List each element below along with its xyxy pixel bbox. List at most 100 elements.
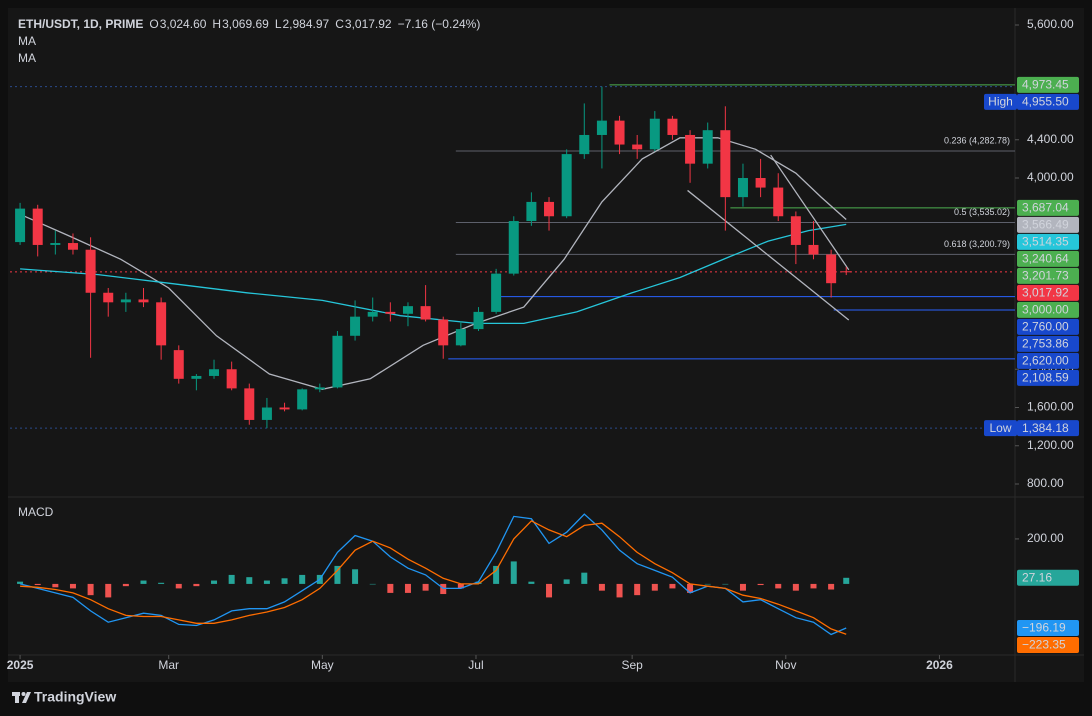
candle [508, 216, 519, 276]
legend-text: ETH/USDT, 1D, PRIME [18, 17, 143, 31]
macd-histogram-bar [810, 583, 817, 589]
macd-histogram-bar [299, 574, 306, 584]
candle [667, 115, 678, 140]
candle-body [402, 306, 413, 314]
candle [314, 383, 325, 393]
moving-average [19, 137, 847, 390]
candle-body [526, 201, 537, 222]
price-label-box [1017, 620, 1079, 637]
candle-body [50, 243, 61, 245]
candle [297, 388, 308, 411]
chart-area [8, 8, 1084, 682]
candle-body [209, 369, 220, 376]
macd-histogram-bar [369, 583, 376, 585]
candle [491, 268, 502, 314]
legend-text: −7.16 (−0.24%) [398, 17, 481, 31]
macd-histogram-bar [704, 583, 711, 585]
price-label: 4,955.50 [1022, 95, 1069, 109]
y-tick-label: 5,600.00 [1027, 17, 1074, 31]
candle-body [244, 388, 255, 420]
x-tick-label: Mar [158, 658, 179, 672]
candle-body [350, 316, 361, 336]
candle-body [702, 130, 713, 164]
macd-histogram-bar [475, 581, 482, 584]
candle-body [314, 387, 325, 390]
candle [596, 86, 607, 169]
x-tick-label: May [311, 658, 334, 672]
candle-body [32, 208, 43, 245]
macd-histogram-bar [122, 583, 129, 587]
x-tick-label: 2026 [926, 658, 953, 672]
price-label: 3,000.00 [1022, 303, 1069, 317]
candle [685, 130, 696, 183]
candle-body [420, 306, 431, 320]
macd-histogram-bar [158, 582, 165, 584]
candle-body [491, 273, 502, 312]
candle [279, 402, 290, 412]
trendline [770, 154, 850, 271]
price-label-box [1017, 569, 1079, 586]
candle-body [841, 271, 852, 273]
macd-histogram-bar [457, 583, 464, 589]
price-label-box [1017, 93, 1079, 110]
macd-histogram-bar [140, 580, 147, 584]
candle [350, 300, 361, 341]
candle [226, 361, 237, 391]
candle-body [667, 118, 678, 135]
macd-histogram-bar [669, 583, 676, 589]
price-label-box [1017, 352, 1079, 369]
price-label: −223.35 [1022, 638, 1066, 652]
macd-histogram-bar [352, 569, 359, 584]
macd-histogram-bar [105, 583, 112, 598]
candle-body [138, 299, 149, 303]
price-label: 3,514.35 [1022, 235, 1069, 249]
macd-histogram-bar [528, 581, 535, 584]
candle-body [596, 120, 607, 135]
candle-body [579, 134, 590, 155]
macd-histogram-bar [52, 583, 59, 588]
price-label: 2,108.59 [1022, 371, 1069, 385]
price-label: 2,620.00 [1022, 354, 1069, 368]
price-label: 2,760.00 [1022, 320, 1069, 334]
legend-text: 3,069.69 [222, 17, 269, 31]
price-label: 4,973.45 [1022, 78, 1069, 92]
price-tag-box [984, 93, 1017, 110]
macd-histogram-bar [246, 577, 253, 584]
candle [649, 111, 660, 152]
candle [50, 230, 61, 255]
candle [841, 266, 852, 276]
macd-histogram-bar [843, 577, 850, 584]
candle-body [808, 244, 819, 255]
candle [737, 163, 748, 207]
macd-histogram-bar [739, 583, 746, 591]
price-label-box [1017, 267, 1079, 284]
candle [402, 302, 413, 327]
macd-histogram-bar [87, 583, 94, 596]
price-label-box [1017, 284, 1079, 301]
brand: TradingView [34, 689, 116, 705]
macd-histogram-bar [722, 583, 729, 585]
candle-body [508, 221, 519, 274]
candle [702, 122, 713, 169]
macd-histogram-bar [828, 583, 835, 590]
brand-logo [12, 692, 31, 703]
y-tick-label: 200.00 [1027, 531, 1064, 545]
candle [385, 302, 396, 322]
macd-histogram-bar [387, 583, 394, 593]
candle [808, 221, 819, 260]
y-tick-label: 800.00 [1027, 476, 1064, 490]
price-tag-box [984, 420, 1017, 437]
candle-body [561, 154, 572, 217]
candle-body [120, 299, 131, 303]
fib-label: 0.236 (4,282.78) [944, 135, 1010, 145]
candle [173, 345, 184, 384]
candle [720, 106, 731, 231]
candle-body [773, 187, 784, 217]
macd-histogram-bar [616, 583, 623, 598]
price-label-box [1017, 318, 1079, 335]
candle [67, 233, 78, 255]
candle-body [85, 249, 96, 293]
macd-histogram-bar [546, 583, 553, 598]
candle-body [156, 302, 167, 346]
